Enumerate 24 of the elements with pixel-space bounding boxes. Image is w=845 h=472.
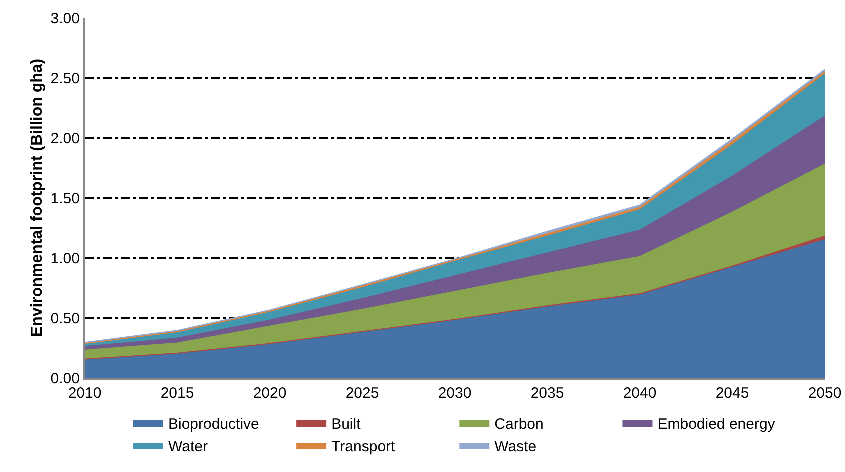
legend-label: Bioproductive [168, 416, 260, 433]
y-tick-label: 1.50 [50, 190, 80, 208]
x-tick-label: 2015 [160, 385, 194, 402]
legend-label: Carbon [494, 416, 544, 433]
legend-label: Water [168, 438, 208, 456]
legend-label: Built [332, 416, 362, 433]
y-tick-label: 0.50 [50, 310, 80, 328]
y-tick-label: 1.00 [50, 250, 80, 268]
x-tick-label: 2050 [808, 385, 842, 402]
y-tick-label: 2.50 [50, 70, 80, 88]
x-tick-label: 2010 [68, 385, 102, 402]
x-tick-label: 2030 [438, 385, 472, 402]
legend-label: Waste [494, 438, 537, 456]
legend-label: Transport [332, 438, 396, 456]
y-tick-label: 2.00 [50, 130, 80, 148]
x-tick-label: 2040 [623, 385, 657, 402]
x-tick-label: 2020 [253, 385, 287, 402]
y-tick-label: 0.00 [50, 370, 80, 388]
legend-label: Embodied energy [658, 416, 776, 433]
y-tick-label: 3.00 [50, 10, 80, 28]
x-tick-label: 2025 [346, 385, 380, 402]
y-axis-title: Environmental footprint (Billion gha) [29, 58, 46, 338]
x-tick-label: 2045 [716, 385, 750, 402]
x-tick-label: 2035 [530, 385, 564, 402]
